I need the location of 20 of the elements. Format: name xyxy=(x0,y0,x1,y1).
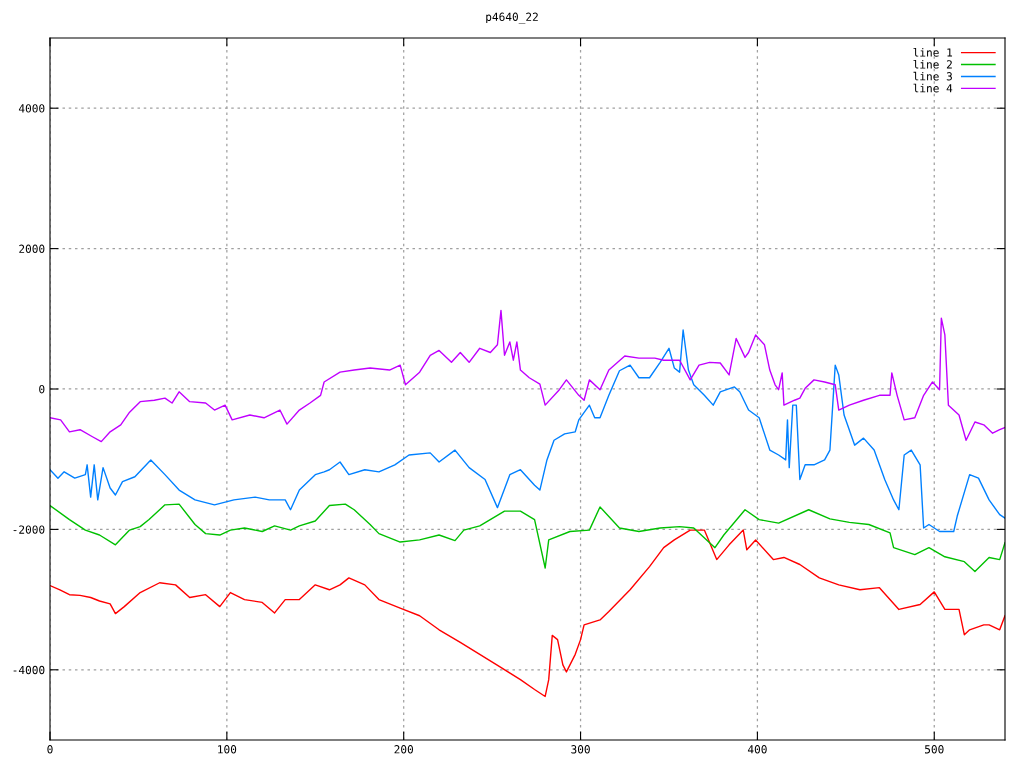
line-series xyxy=(50,529,1005,698)
y-tick-label: 4000 xyxy=(18,104,45,113)
x-tick-label: 400 xyxy=(747,745,767,754)
legend-label: line 4 xyxy=(913,83,953,93)
x-tick-label: 100 xyxy=(218,745,237,754)
x-tick-label: 500 xyxy=(925,745,944,754)
line-series xyxy=(50,309,1005,443)
line-series xyxy=(50,329,1005,533)
line-series xyxy=(50,503,1005,573)
y-tick-label: -2000 xyxy=(13,525,45,534)
x-tick-label: 0 xyxy=(47,745,53,754)
chart-title: p4640_22 xyxy=(486,12,538,24)
y-tick-label: 0 xyxy=(39,385,45,394)
y-tick-label: -4000 xyxy=(13,665,45,675)
legend-label: line 2 xyxy=(913,59,952,69)
legend-label: line 1 xyxy=(913,48,953,57)
y-tick-label: 2000 xyxy=(19,244,45,254)
legend-label: line 3 xyxy=(913,71,952,81)
x-tick-label: 200 xyxy=(394,745,414,754)
x-tick-label: 300 xyxy=(571,745,590,754)
